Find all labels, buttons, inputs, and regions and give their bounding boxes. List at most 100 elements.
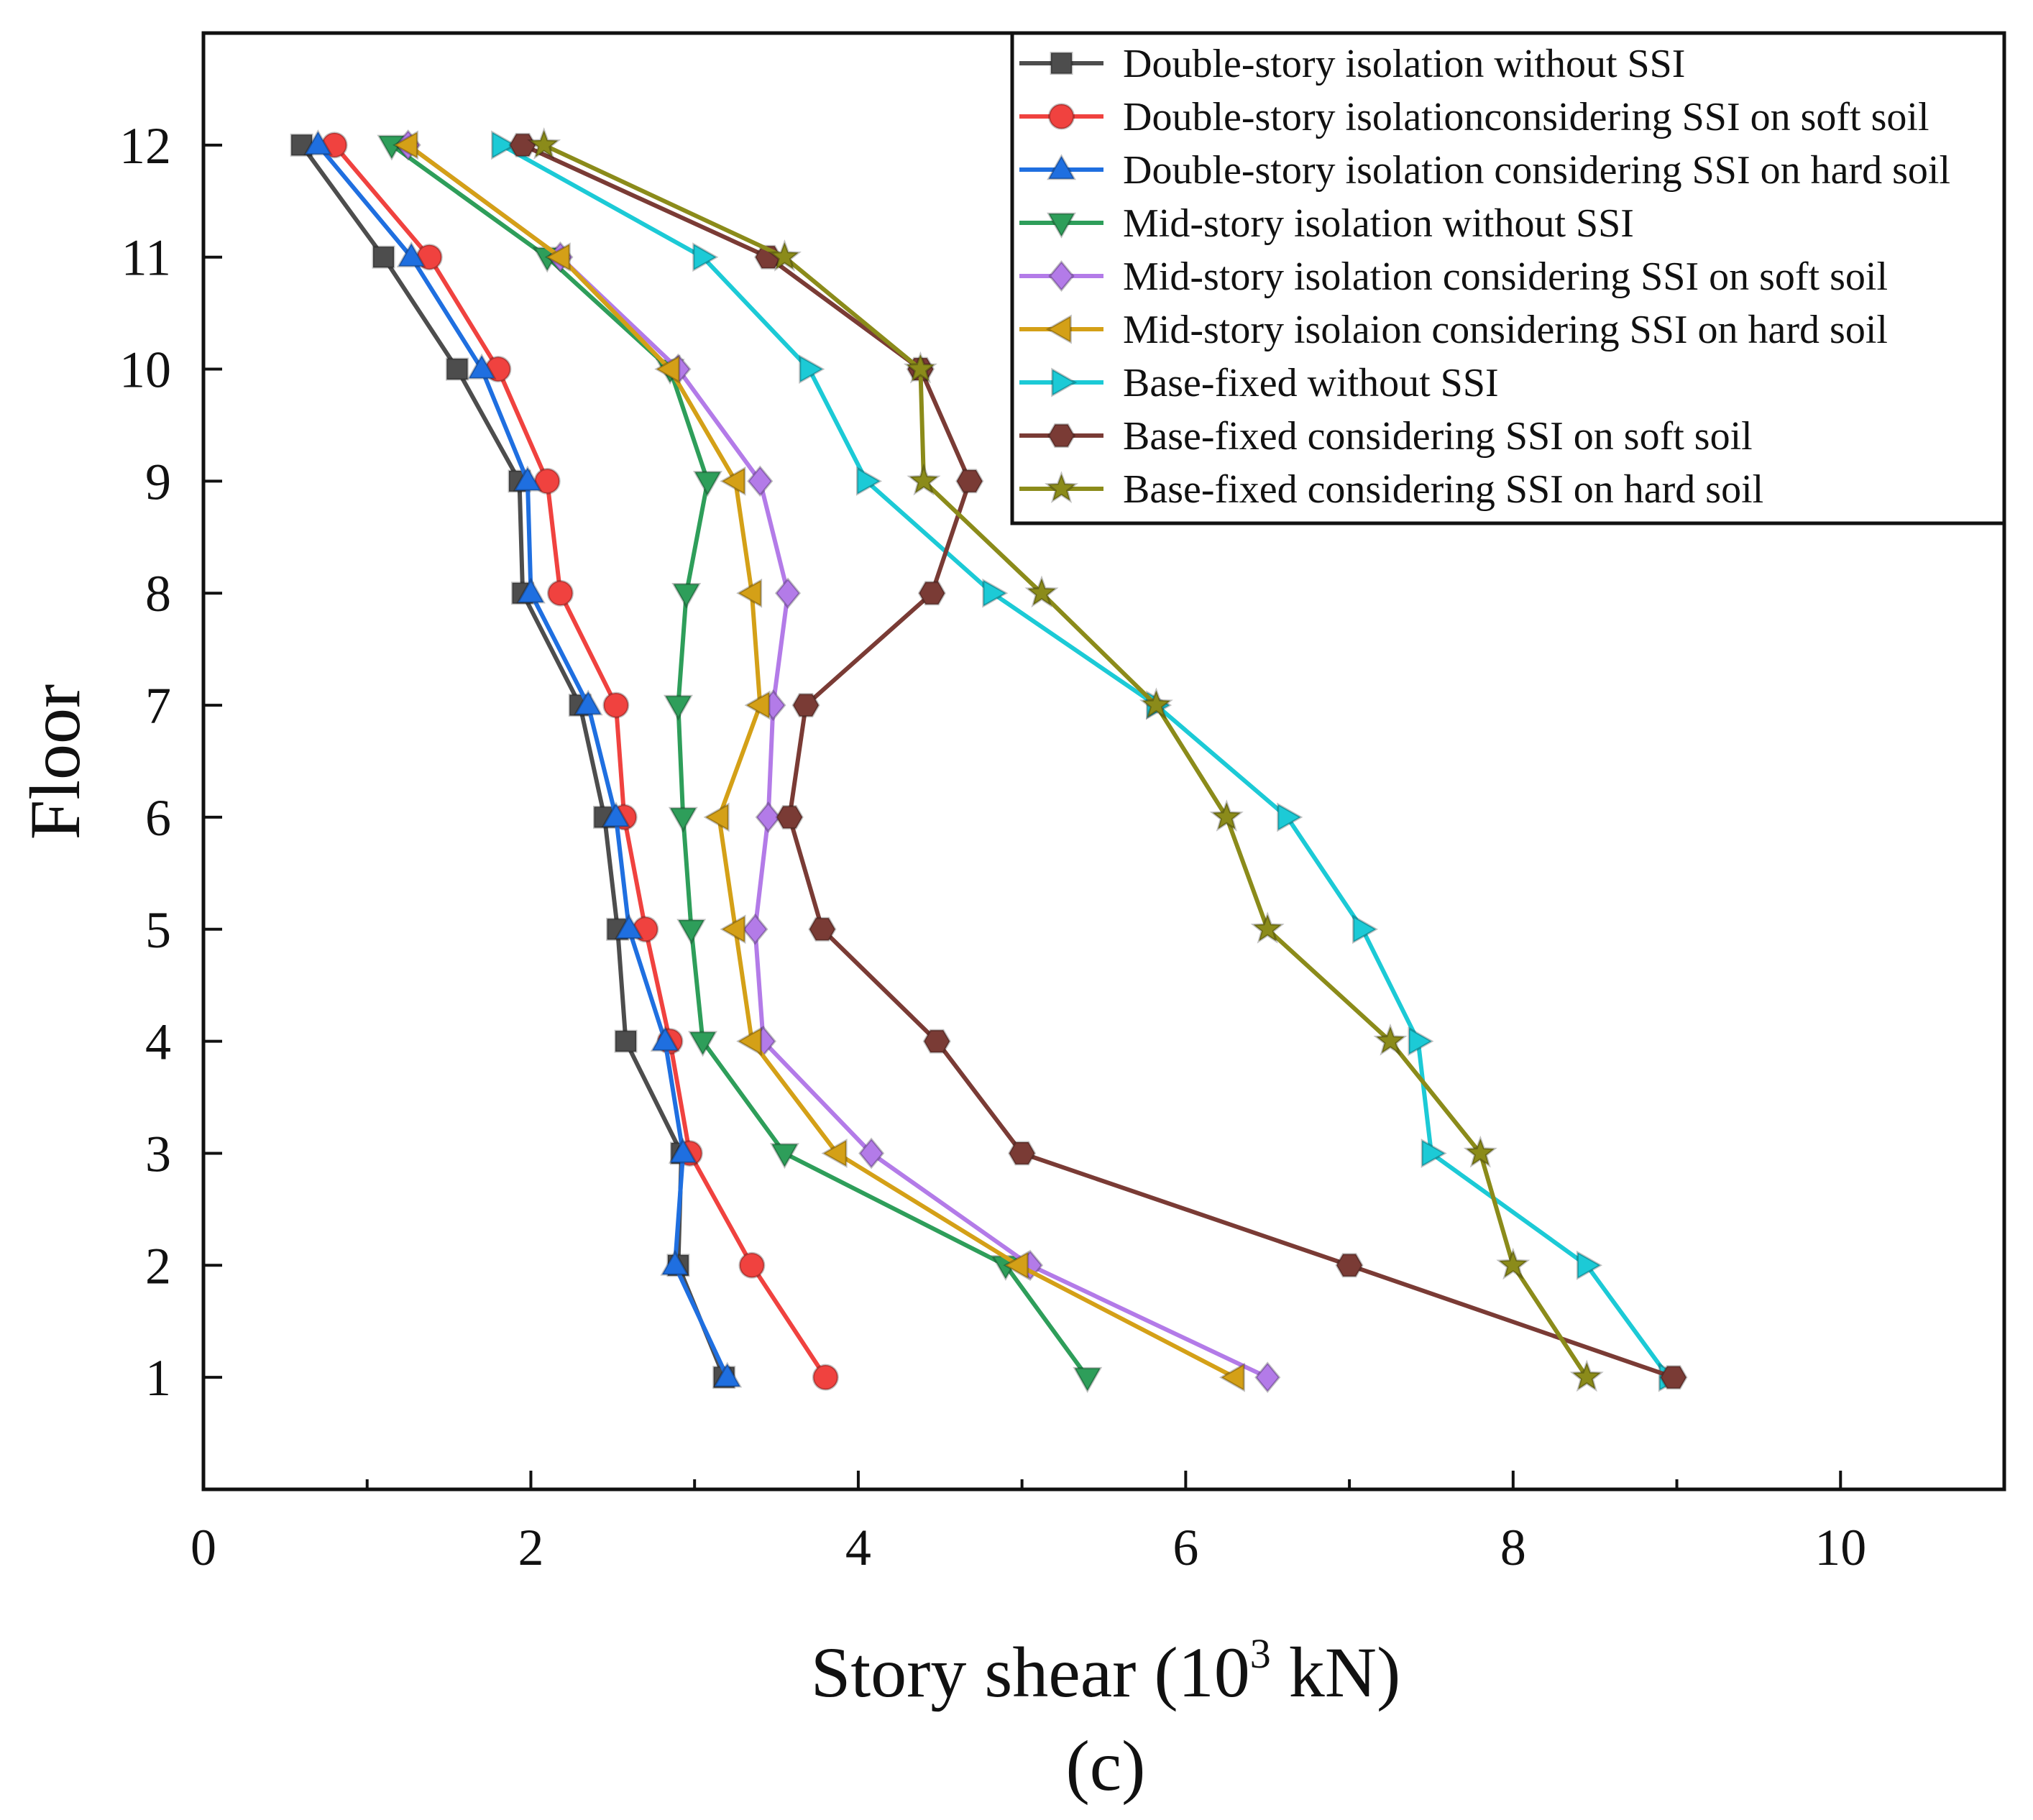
legend-marker (1048, 260, 1075, 292)
data-point (1003, 1250, 1029, 1280)
y-tick-label: 1 (145, 1349, 171, 1407)
data-point (527, 127, 561, 160)
data-point (821, 1139, 848, 1168)
legend-item: Mid-story isolation considering SSI on s… (1019, 254, 1888, 299)
series-9 (527, 127, 1604, 1392)
data-point (767, 239, 802, 272)
data-point (858, 1137, 885, 1169)
y-tick-label: 11 (121, 229, 171, 287)
data-point (664, 694, 693, 721)
y-axis-title: Floor (15, 684, 95, 840)
data-point (955, 469, 984, 494)
legend-item: Base-fixed without SSI (1019, 361, 1499, 405)
data-point (720, 466, 746, 496)
y-tick-label: 3 (145, 1125, 171, 1182)
y-tick-label: 5 (145, 901, 171, 959)
data-point (907, 463, 941, 496)
data-point (671, 583, 702, 609)
data-point (917, 581, 946, 606)
x-tick-label: 8 (1500, 1519, 1526, 1576)
y-tick-label: 2 (145, 1237, 171, 1295)
legend-item: Mid-story isolation without SSI (1019, 201, 1634, 246)
series-6 (392, 130, 1245, 1392)
data-point (791, 693, 820, 717)
y-tick-label: 8 (145, 565, 171, 622)
data-point (1335, 1253, 1364, 1278)
data-point (688, 1031, 717, 1057)
legend-label: Base-fixed without SSI (1123, 361, 1499, 405)
figure-caption: (c) (1066, 1726, 1146, 1806)
data-point (513, 465, 543, 492)
data-point (650, 1025, 680, 1052)
data-point (1352, 914, 1379, 945)
legend-marker (1047, 423, 1076, 448)
legend-item: Double-story isolationconsidering SSI on… (1019, 95, 1929, 139)
data-point (1408, 1026, 1434, 1057)
data-point (738, 1251, 766, 1279)
data-point (573, 689, 603, 716)
data-point (1577, 1250, 1603, 1280)
legend-label: Double-story isolationconsidering SSI on… (1123, 95, 1929, 139)
data-point (668, 1137, 698, 1164)
legend-marker (1044, 471, 1079, 503)
y-tick-label: 4 (145, 1014, 171, 1071)
legend-item: Mid-story isolaion considering SSI on ha… (1019, 308, 1888, 352)
data-point (654, 354, 681, 384)
legend-label: Mid-story isolation considering SSI on s… (1123, 254, 1888, 299)
x-axis-title-main: Story shear (10 (811, 1632, 1250, 1712)
series-line (543, 143, 1589, 1379)
x-axis-title-unit: kN) (1271, 1632, 1401, 1712)
legend-label: Double-story isolation without SSI (1123, 42, 1685, 86)
legend-marker (1047, 212, 1076, 239)
legend-label: Mid-story isolation without SSI (1123, 201, 1634, 246)
data-point (303, 129, 333, 156)
data-point (812, 1364, 839, 1391)
data-point (614, 1029, 638, 1053)
data-point (392, 130, 418, 160)
data-point (703, 802, 730, 832)
x-tick-label: 2 (518, 1519, 543, 1576)
legend-label: Double-story isolation considering SSI o… (1123, 148, 1950, 193)
data-point (546, 579, 574, 607)
data-point (808, 916, 837, 942)
data-point (982, 578, 1009, 608)
data-point (1219, 1362, 1245, 1392)
x-axis-title-superscript: 3 (1250, 1630, 1271, 1677)
data-point (770, 1143, 799, 1169)
x-axis-title: Story shear (103 kN) (811, 1630, 1401, 1712)
data-point (1024, 575, 1059, 608)
data-point (1421, 1139, 1447, 1168)
series-line (406, 143, 1236, 1379)
data-point (668, 806, 698, 833)
legend-marker (1045, 314, 1072, 344)
x-tick-label: 10 (1814, 1519, 1866, 1576)
data-point (742, 913, 768, 945)
data-point (676, 919, 707, 945)
legend-label: Base-fixed considering SSI on soft soil (1123, 414, 1753, 459)
data-point (755, 801, 781, 833)
data-point (1254, 1361, 1281, 1394)
legend-marker (1047, 154, 1076, 180)
data-point (1569, 1359, 1604, 1392)
data-point (544, 242, 571, 272)
legend-item: Base-fixed considering SSI on soft soil (1019, 414, 1753, 459)
data-point (736, 578, 763, 608)
x-tick-label: 4 (845, 1519, 871, 1576)
data-point (446, 357, 469, 381)
legend-label: Base-fixed considering SSI on hard soil (1123, 467, 1763, 512)
data-point (508, 132, 537, 157)
data-point (692, 242, 719, 272)
data-point (491, 130, 518, 160)
data-point (372, 245, 395, 269)
data-point (1373, 1023, 1408, 1056)
data-point (693, 471, 722, 497)
data-point (775, 805, 804, 829)
legend-item: Double-story isolation considering SSI o… (1019, 148, 1950, 193)
data-point (922, 1029, 951, 1054)
data-point (856, 466, 883, 496)
legend-label: Mid-story isolaion considering SSI on ha… (1123, 308, 1888, 352)
series-line (316, 143, 730, 1379)
x-tick-label: 0 (191, 1519, 216, 1576)
series-line (500, 143, 1671, 1379)
